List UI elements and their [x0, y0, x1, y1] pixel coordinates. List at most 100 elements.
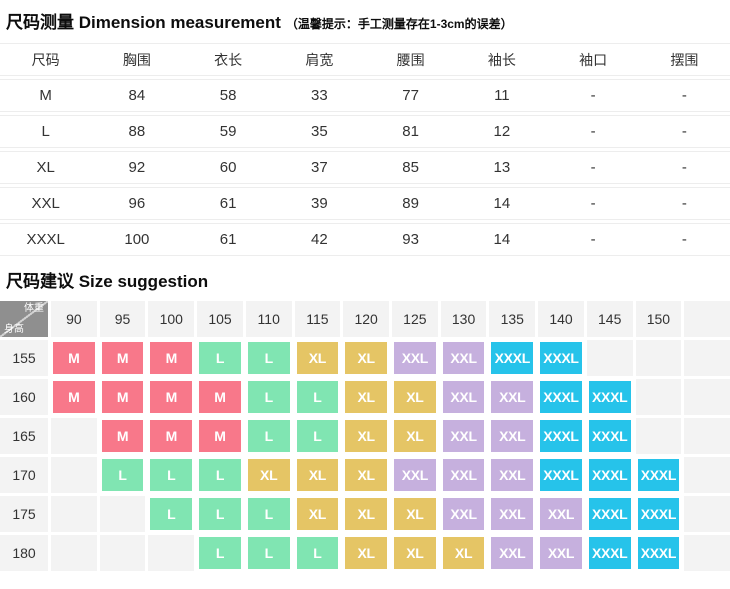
- size-cell: XL: [245, 457, 292, 493]
- size-cell: XL: [440, 535, 487, 571]
- height-label-cell: 165: [0, 418, 48, 454]
- size-badge: M: [53, 381, 95, 413]
- measurement-value-cell: -: [547, 115, 639, 148]
- size-badge: XL: [296, 498, 339, 530]
- size-cell: XXXL: [489, 340, 536, 376]
- measurement-value-cell: 35: [273, 115, 365, 148]
- empty-size-cell: [684, 457, 730, 493]
- size-badge: L: [199, 342, 241, 374]
- size-cell: XXXL: [586, 379, 633, 415]
- size-cell: M: [197, 418, 243, 454]
- empty-size-cell: [99, 535, 146, 571]
- measurement-column-header: 尺码: [0, 43, 92, 76]
- empty-size-cell: [51, 535, 97, 571]
- measurement-value-cell: 85: [365, 151, 457, 184]
- size-cell: M: [148, 418, 195, 454]
- size-badge: XXXL: [637, 537, 680, 569]
- size-cell: M: [51, 379, 97, 415]
- measurement-column-header: 腰围: [365, 43, 457, 76]
- size-badge: L: [247, 381, 290, 413]
- size-badge: XL: [345, 537, 387, 569]
- size-badge: XXL: [442, 459, 485, 491]
- size-badge: L: [296, 420, 339, 452]
- size-cell: XL: [392, 418, 438, 454]
- size-badge: XL: [247, 459, 290, 491]
- weight-header-cell: 150: [635, 301, 682, 337]
- size-badge: XL: [394, 498, 436, 530]
- size-cell: XXL: [440, 496, 487, 532]
- weight-header-cell: 110: [245, 301, 292, 337]
- measurement-value-cell: 33: [273, 79, 365, 112]
- measurement-value-cell: -: [547, 79, 639, 112]
- size-badge: M: [150, 420, 193, 452]
- weight-header-cell: 135: [489, 301, 536, 337]
- size-cell: L: [148, 457, 195, 493]
- size-cell: XXXL: [635, 457, 682, 493]
- measurement-value-cell: 58: [182, 79, 274, 112]
- corner-weight-label: 体重: [24, 303, 44, 314]
- size-cell: XXL: [489, 535, 536, 571]
- size-cell: M: [197, 379, 243, 415]
- measurement-value-cell: 81: [365, 115, 457, 148]
- height-label-cell: 160: [0, 379, 48, 415]
- size-name-cell: XXXL: [0, 223, 92, 256]
- empty-size-cell: [51, 457, 97, 493]
- size-badge: M: [150, 342, 193, 374]
- size-cell: L: [294, 535, 341, 571]
- measurement-column-header: 袖口: [547, 43, 639, 76]
- empty-size-cell: [684, 535, 730, 571]
- height-label-cell: 155: [0, 340, 48, 376]
- measurement-value-cell: 96: [91, 187, 183, 220]
- size-cell: L: [245, 379, 292, 415]
- weight-header-cell: 105: [197, 301, 243, 337]
- size-badge: XXXL: [540, 381, 582, 413]
- size-cell: XXXL: [538, 457, 584, 493]
- suggestion-section-title: 尺码建议 Size suggestion: [0, 259, 730, 299]
- size-badge: XXL: [491, 498, 534, 530]
- weight-header-cell: 100: [148, 301, 195, 337]
- size-badge: XXL: [442, 420, 485, 452]
- size-cell: L: [197, 457, 243, 493]
- size-cell: L: [197, 340, 243, 376]
- size-badge: XXXL: [588, 459, 631, 491]
- size-cell: XXL: [440, 340, 487, 376]
- measurement-hint: （温馨提示：手工测量存在1-3cm的误差）: [285, 17, 513, 31]
- size-badge: XXXL: [588, 498, 631, 530]
- size-cell: XXL: [489, 457, 536, 493]
- size-cell: XL: [343, 379, 389, 415]
- size-cell: XL: [343, 496, 389, 532]
- size-cell: XXXL: [635, 496, 682, 532]
- size-cell: XL: [294, 457, 341, 493]
- size-cell: XXL: [392, 340, 438, 376]
- measurement-column-header: 袖长: [456, 43, 548, 76]
- size-cell: XXL: [538, 496, 584, 532]
- size-cell: M: [51, 340, 97, 376]
- size-cell: L: [294, 379, 341, 415]
- measurement-row: XXL 96 61 39 89 14- -: [0, 187, 730, 220]
- measurement-value-cell: 93: [365, 223, 457, 256]
- size-cell: XL: [392, 379, 438, 415]
- measurement-title-text: 尺码测量 Dimension measurement: [6, 13, 281, 32]
- height-label-cell: 180: [0, 535, 48, 571]
- empty-size-cell: [684, 418, 730, 454]
- measurement-row: L 88 59 35 81 12- -: [0, 115, 730, 148]
- measurement-value-cell: 89: [365, 187, 457, 220]
- measurement-row: M 84 58 33 77 11- -: [0, 79, 730, 112]
- empty-size-cell: [635, 340, 682, 376]
- size-badge: L: [199, 498, 241, 530]
- size-cell: XXL: [538, 535, 584, 571]
- size-cell: XXXL: [538, 340, 584, 376]
- weight-header-cell: 125: [392, 301, 438, 337]
- measurement-value-cell: 14: [456, 223, 548, 256]
- weight-header-cell: 130: [440, 301, 487, 337]
- size-cell: XXXL: [586, 496, 633, 532]
- size-cell: M: [99, 379, 146, 415]
- measurement-value-cell: 11: [456, 79, 548, 112]
- size-cell: L: [148, 496, 195, 532]
- measurement-value-cell: 100: [91, 223, 183, 256]
- size-cell: XL: [343, 457, 389, 493]
- weight-header-cell: 115: [294, 301, 341, 337]
- size-cell: M: [148, 340, 195, 376]
- size-badge: XXL: [394, 342, 436, 374]
- measurement-value-cell: -: [638, 79, 730, 112]
